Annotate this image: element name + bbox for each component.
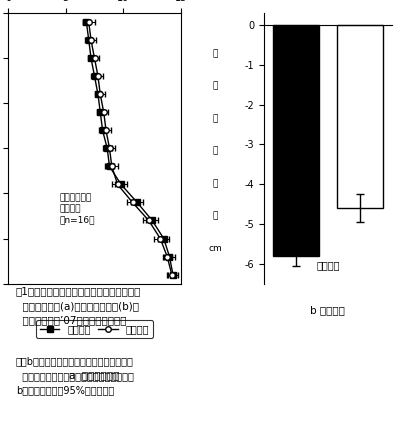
Text: エラーバーは
標準誤差
（n=16）: エラーバーは 標準誤差 （n=16） <box>60 194 96 225</box>
Text: a  土壌貫入硬度: a 土壌貫入硬度 <box>69 370 120 380</box>
Text: 準: 準 <box>212 81 218 91</box>
Legend: モーア有, モーア無: モーア有, モーア無 <box>36 321 153 338</box>
Bar <box>273 25 319 256</box>
Text: 基: 基 <box>212 49 218 58</box>
Text: 注）bの試験圏場内で機械の踏圧等の影響を
  うけていない地点をえらび基準点とした。
bのエラーバーは95%信頼区間。: 注）bの試験圏場内で機械の踏圧等の影響を うけていない地点をえらび基準点とした。… <box>16 357 134 395</box>
Text: 図1　モーア処理の有無が不耕起播種圏場の
  土壌貫入硬度(a)と圏場面の高さ(b)に
  及ぼす影響（’07年中央農研圏場）: 図1 モーア処理の有無が不耕起播種圏場の 土壌貫入硬度(a)と圏場面の高さ(b)… <box>16 286 141 325</box>
Text: cm: cm <box>208 244 222 253</box>
Text: 点: 点 <box>212 114 218 123</box>
Text: の: の <box>212 179 218 188</box>
Text: と: と <box>212 147 218 155</box>
Text: b 圏場面高: b 圏場面高 <box>310 305 345 315</box>
Bar <box>337 25 383 208</box>
Text: モーア有: モーア有 <box>316 260 340 270</box>
Text: 差: 差 <box>212 212 218 220</box>
